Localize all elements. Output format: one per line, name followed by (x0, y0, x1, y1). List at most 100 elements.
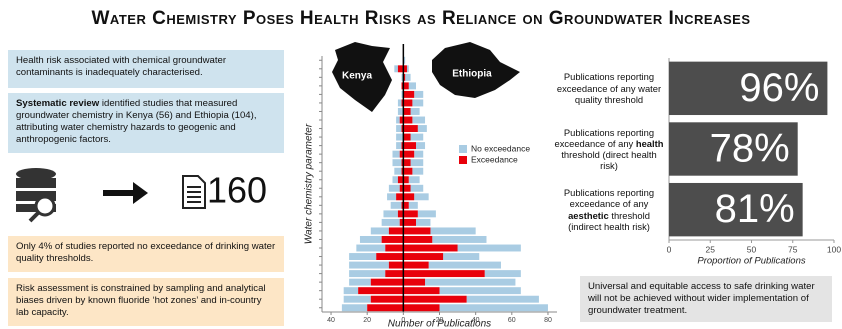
bar (669, 182, 803, 237)
no-exceedance-bar (414, 90, 424, 98)
exceedance-bar (403, 82, 409, 90)
no-exceedance-bar (439, 287, 521, 295)
no-exceedance-bar (417, 125, 427, 132)
limitation-box: Risk assessment is constrained by sampli… (8, 278, 284, 326)
review-box: Systematic review identified studies tha… (8, 93, 284, 153)
text-run: aesthetic (568, 209, 609, 221)
exceedance-bar (381, 236, 404, 243)
exceedance-bar (397, 176, 404, 184)
exceedance-bar (399, 116, 404, 124)
no-exceedance-bar (387, 193, 397, 201)
x-tick-label: 100 (827, 244, 841, 254)
no-exceedance-bar (443, 253, 480, 260)
no-exceedance-bar (356, 244, 386, 252)
no-exceedance-bar (390, 201, 402, 209)
x-tick-label: 75 (788, 244, 798, 254)
exceedance-bar (401, 159, 404, 167)
exceedance-bar (403, 90, 415, 98)
category-label: Publications reporting exceedance of any… (553, 127, 665, 172)
exceedance-bar (388, 227, 404, 235)
exceedance-bar (403, 150, 415, 158)
no-exceedance-bar (416, 218, 431, 226)
text-run: threshold (indirect health risk) (568, 209, 650, 232)
no-exceedance-bar (408, 201, 418, 209)
no-exceedance-bar (416, 142, 426, 150)
exceedance-bar (401, 142, 404, 150)
no-exceedance-bar (412, 167, 424, 175)
no-exceedance-bar (401, 73, 404, 81)
country-label: Ethiopia (452, 69, 492, 80)
x-tick-label: 40 (327, 317, 335, 324)
x-tick-label: 60 (508, 317, 516, 324)
exceedance-bar (396, 193, 404, 201)
value-label: 81% (715, 187, 795, 231)
exceedance-bar (401, 167, 404, 175)
no-exceedance-bar (392, 150, 400, 158)
exceedance-bar (403, 142, 416, 150)
x-tick-label: 20 (363, 317, 371, 324)
problem-box: Health risk associated with chemical gro… (8, 50, 284, 88)
x-tick-label: 80 (544, 317, 552, 324)
exceedance-bar (403, 287, 440, 295)
no-exceedance-bar (381, 218, 400, 226)
no-exceedance-bar (414, 150, 424, 158)
exceedance-bar (403, 116, 413, 124)
no-exceedance-bar (396, 116, 400, 124)
no-exceedance-bar (412, 116, 426, 124)
no-exceedance-bar (408, 82, 416, 90)
category-label: Publications reporting exceedance of any… (553, 71, 665, 105)
no-exceedance-bar (349, 270, 386, 278)
exceedance-bar (385, 270, 404, 278)
no-exceedance-bar (430, 227, 476, 235)
no-exceedance-bar (349, 278, 371, 286)
legend-swatch (459, 156, 467, 164)
no-exceedance-bar (396, 142, 402, 150)
exceedance-bar (401, 99, 404, 107)
no-exceedance-bar (410, 108, 420, 115)
no-exceedance-bar (349, 253, 377, 260)
exceedance-bar (403, 236, 433, 243)
no-exceedance-bar (397, 108, 404, 115)
exceedance-bar (403, 184, 411, 192)
exceedance-bar (358, 287, 404, 295)
x-tick-label: 50 (747, 244, 757, 254)
text-run: Publications reporting exceedance of any… (556, 71, 662, 105)
exceedance-bar (403, 73, 406, 81)
text-run: Publications reporting exceedance of any (554, 126, 655, 149)
text-run: health (635, 137, 664, 149)
exceedance-bar (403, 193, 415, 201)
no-exceedance-bar (432, 236, 487, 243)
exceedance-bar (397, 65, 404, 73)
no-exceedance-bar (343, 287, 359, 295)
no-exceedance-bar (412, 99, 424, 107)
no-exceedance-bar (466, 295, 539, 303)
exceedance-bar (403, 244, 458, 252)
exceedance-bar (399, 150, 404, 158)
exceedance-bar (403, 210, 418, 218)
no-exceedance-bar (406, 65, 409, 73)
document-icon (182, 175, 206, 209)
exceedance-bar (399, 218, 404, 226)
no-exceedance-bar (414, 193, 429, 201)
exceedance-bar (370, 278, 404, 286)
exceedance-bar (403, 99, 413, 107)
x-tick-label: 0 (667, 244, 672, 254)
no-exceedance-bar (349, 261, 389, 269)
legend-swatch (459, 145, 467, 153)
no-exceedance-bar (457, 244, 521, 252)
no-exceedance-bar (396, 133, 404, 141)
value-label: 78% (710, 127, 790, 171)
no-exceedance-bar (359, 236, 382, 243)
exceedance-bar (403, 108, 411, 115)
exceedance-bar (370, 295, 404, 303)
text-run: Publications reporting exceedance of any (563, 187, 655, 210)
exceedance-bar (403, 65, 407, 73)
no-exceedance-bar (341, 304, 368, 312)
no-exceedance-bar (394, 167, 402, 175)
exceedance-bar (403, 218, 416, 226)
exceedance-bar (388, 261, 404, 269)
no-exceedance-bar (392, 176, 398, 184)
ethiopia-map (432, 42, 520, 98)
